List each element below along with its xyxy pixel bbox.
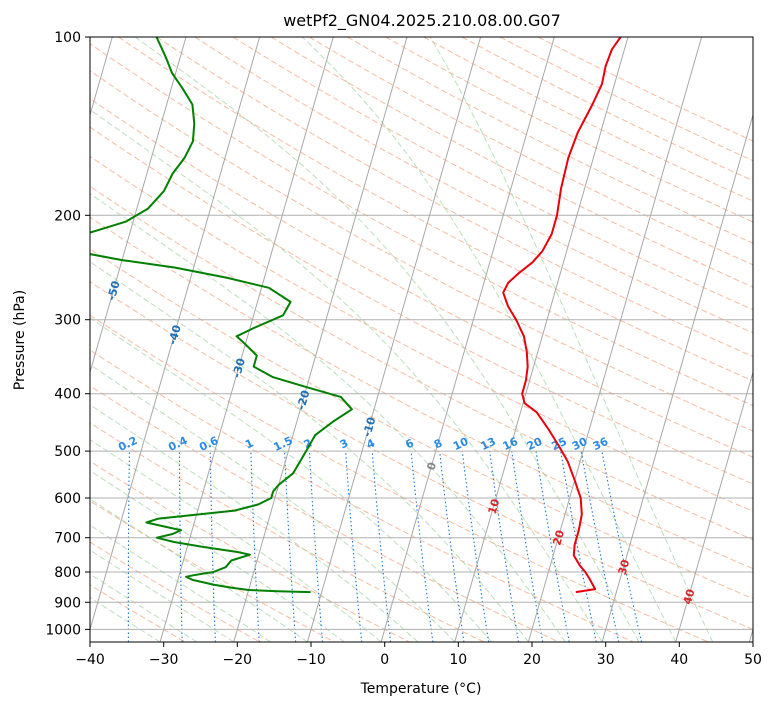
isotherm-label: -50 (105, 279, 123, 302)
isotherm-line (90, 37, 187, 374)
dry-adiabat-line (90, 248, 753, 600)
mixing-ratio-label: 20 (525, 435, 545, 453)
isotherm-line (90, 37, 261, 632)
isotherm-label: -30 (230, 356, 248, 379)
isotherm-label: -10 (360, 415, 378, 438)
isobar-grid (90, 37, 753, 630)
dry-adiabat-line (118, 37, 753, 382)
x-tick-label: 0 (380, 652, 389, 668)
y-tick-label: 300 (54, 313, 81, 329)
temperature-profile-line (502, 37, 622, 594)
mixing-ratio-line (489, 451, 520, 642)
moist-adiabat-line (90, 317, 492, 642)
isotherm-line (306, 37, 482, 642)
isotherm-grid (90, 37, 753, 642)
moist-adiabat-line (429, 37, 714, 642)
x-tick-label: −30 (149, 652, 179, 668)
x-tick-label: −40 (75, 652, 105, 668)
dry-adiabat-line (90, 70, 753, 432)
mixing-ratio-label: 10 (451, 435, 471, 453)
y-tick-label: 200 (54, 208, 81, 224)
mixing-ratio-line (410, 451, 434, 642)
dry-adiabat-line (423, 37, 753, 202)
x-tick-label: 20 (523, 652, 541, 668)
isotherm-label: -20 (294, 388, 312, 411)
isotherm-line (233, 37, 408, 642)
y-tick-label: 100 (54, 30, 81, 46)
moist-adiabat-line (301, 37, 677, 642)
mixing-ratio-line (461, 451, 490, 642)
y-axis-label: Pressure (hPa) (12, 290, 28, 390)
dry-adiabat-line (156, 37, 753, 358)
dry-adiabats (90, 37, 753, 642)
mixing-ratio-line (560, 451, 597, 642)
mixing-ratio-label: 0.1 (70, 434, 93, 454)
mixing-ratio-line (345, 451, 363, 642)
moist-adiabat-line (90, 261, 529, 642)
mixing-ratio-line (580, 451, 620, 642)
dry-adiabat-line (90, 98, 753, 458)
dry-adiabat-line (90, 349, 634, 642)
mixing-ratio-line (439, 451, 465, 642)
isotherm-label: 30 (616, 558, 633, 577)
dry-adiabat-line (90, 43, 753, 407)
isotherm-line (380, 37, 555, 642)
y-tick-label: 600 (54, 491, 81, 507)
chart-title: wetPf2_GN04.2025.210.08.00.G07 (283, 11, 561, 31)
dry-adiabat-line (232, 37, 753, 311)
dry-adiabat-line (90, 185, 753, 541)
isotherm-label: 0 (425, 460, 440, 471)
moist-adiabat-line (90, 439, 382, 642)
x-axis-label: Temperature (°C) (360, 681, 482, 697)
x-tick-label: 40 (670, 652, 688, 668)
y-tick-label: 700 (54, 531, 81, 547)
x-tick-label: −10 (296, 652, 326, 668)
y-axis-ticks: 100 200 300 400 500 600 700 800 900 1000 (45, 30, 90, 638)
y-tick-label: 400 (54, 387, 81, 403)
dry-adiabat-line (270, 37, 753, 288)
isotherm-label: 10 (486, 497, 503, 516)
mixing-ratio-label: 16 (501, 435, 521, 453)
isotherm-label: 40 (681, 587, 698, 606)
dry-adiabat-line (538, 37, 753, 142)
isotherm-label: -40 (166, 323, 184, 346)
y-tick-label: 900 (54, 595, 81, 611)
dry-adiabat-line (90, 216, 753, 570)
isotherm-line (159, 37, 334, 642)
moist-adiabat-line (90, 193, 566, 642)
dry-adiabat-line (90, 126, 753, 485)
mixing-ratio-label: 30 (570, 435, 590, 453)
x-tick-label: 50 (744, 652, 762, 668)
x-tick-label: −20 (223, 652, 253, 668)
dry-adiabat-line (499, 37, 753, 162)
mixing-ratio-line (371, 451, 392, 642)
x-axis-ticks: −40 −30 −20 −10 0 10 20 30 40 50 (75, 642, 762, 668)
moist-adiabat-line (134, 37, 640, 642)
y-tick-label: 800 (54, 565, 81, 581)
isotherm-line (454, 37, 629, 642)
isotherm-line (527, 37, 703, 642)
mixing-ratio-label: 13 (479, 435, 498, 453)
y-tick-label: 500 (54, 444, 81, 460)
x-tick-label: 10 (449, 652, 467, 668)
x-tick-label: 30 (597, 652, 615, 668)
moist-adiabat-line (90, 404, 419, 642)
plot-frame (89, 36, 754, 643)
moist-adiabat-line (90, 108, 603, 642)
isotherm-line (601, 113, 753, 642)
sounding-series (90, 37, 622, 594)
dewpoint-profile-line (90, 37, 353, 594)
plot-area: -100-90-80-70-60-50-40-30-20-10010203040… (70, 37, 753, 642)
dry-adiabat-line (90, 314, 709, 642)
y-tick-label: 1000 (45, 622, 81, 638)
dry-adiabat-line (90, 281, 753, 630)
mixing-ratio-label: 36 (591, 435, 611, 453)
isotherm-label: 20 (550, 528, 567, 547)
isotherm-line (675, 370, 753, 642)
dry-adiabat-line (347, 37, 753, 244)
